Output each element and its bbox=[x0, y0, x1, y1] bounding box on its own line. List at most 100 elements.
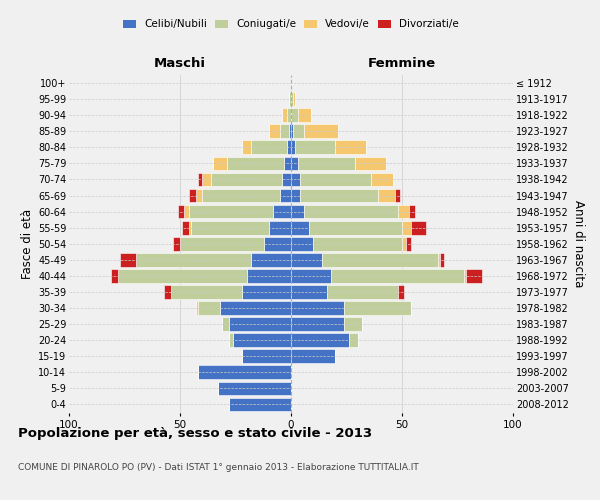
Bar bbox=[280, 188, 291, 202]
Bar bbox=[291, 156, 298, 170]
Text: Maschi: Maschi bbox=[154, 57, 206, 70]
Bar bbox=[189, 188, 196, 202]
Bar bbox=[198, 301, 220, 315]
Text: COMUNE DI PINAROLO PO (PV) - Dati ISTAT 1° gennaio 2013 - Elaborazione TUTTITALI: COMUNE DI PINAROLO PO (PV) - Dati ISTAT … bbox=[18, 462, 419, 471]
Bar bbox=[196, 301, 198, 315]
Bar bbox=[464, 269, 466, 282]
Bar bbox=[402, 221, 411, 234]
Bar bbox=[118, 269, 247, 282]
Bar bbox=[111, 269, 118, 282]
Bar bbox=[222, 318, 229, 331]
Bar bbox=[291, 237, 313, 250]
Bar bbox=[395, 188, 400, 202]
Bar bbox=[289, 124, 291, 138]
Bar bbox=[398, 285, 404, 299]
Bar bbox=[220, 301, 291, 315]
Bar bbox=[466, 269, 482, 282]
Bar bbox=[233, 334, 291, 347]
Bar bbox=[196, 188, 202, 202]
Bar bbox=[191, 221, 269, 234]
Bar bbox=[322, 253, 437, 266]
Bar bbox=[291, 108, 298, 122]
Bar bbox=[189, 221, 191, 234]
Bar bbox=[300, 188, 377, 202]
Bar bbox=[164, 285, 171, 299]
Bar bbox=[229, 398, 291, 411]
Bar bbox=[202, 172, 211, 186]
Bar bbox=[198, 172, 202, 186]
Bar bbox=[291, 269, 331, 282]
Bar bbox=[229, 318, 291, 331]
Bar bbox=[344, 318, 362, 331]
Bar bbox=[251, 253, 291, 266]
Bar bbox=[313, 237, 402, 250]
Bar bbox=[180, 237, 265, 250]
Text: Femmine: Femmine bbox=[368, 57, 436, 70]
Bar bbox=[331, 269, 464, 282]
Bar bbox=[182, 221, 189, 234]
Bar bbox=[298, 108, 311, 122]
Bar bbox=[269, 221, 291, 234]
Legend: Celibi/Nubili, Coniugati/e, Vedovi/e, Divorziati/e: Celibi/Nubili, Coniugati/e, Vedovi/e, Di… bbox=[123, 20, 459, 30]
Bar bbox=[291, 318, 344, 331]
Bar bbox=[309, 221, 402, 234]
Bar bbox=[304, 205, 398, 218]
Bar bbox=[242, 285, 291, 299]
Bar bbox=[178, 205, 184, 218]
Bar bbox=[227, 156, 284, 170]
Bar bbox=[120, 253, 136, 266]
Bar bbox=[189, 205, 273, 218]
Bar bbox=[402, 237, 406, 250]
Bar bbox=[291, 172, 300, 186]
Bar bbox=[291, 301, 344, 315]
Bar bbox=[289, 92, 291, 106]
Bar bbox=[229, 334, 233, 347]
Bar bbox=[300, 172, 371, 186]
Bar bbox=[326, 285, 398, 299]
Bar bbox=[136, 253, 251, 266]
Bar bbox=[184, 205, 189, 218]
Bar bbox=[437, 253, 440, 266]
Y-axis label: Anni di nascita: Anni di nascita bbox=[572, 200, 586, 288]
Bar bbox=[214, 156, 227, 170]
Bar bbox=[377, 188, 395, 202]
Bar bbox=[295, 140, 335, 154]
Bar bbox=[291, 221, 309, 234]
Bar bbox=[398, 205, 409, 218]
Bar bbox=[287, 140, 291, 154]
Bar bbox=[349, 334, 358, 347]
Bar bbox=[291, 188, 300, 202]
Bar bbox=[218, 382, 291, 395]
Bar bbox=[211, 172, 282, 186]
Bar bbox=[409, 205, 415, 218]
Bar bbox=[287, 108, 291, 122]
Bar bbox=[269, 124, 280, 138]
Bar bbox=[335, 140, 367, 154]
Bar bbox=[242, 350, 291, 363]
Bar bbox=[304, 124, 338, 138]
Bar bbox=[247, 269, 291, 282]
Bar bbox=[344, 301, 411, 315]
Bar bbox=[265, 237, 291, 250]
Bar bbox=[291, 92, 293, 106]
Bar bbox=[284, 156, 291, 170]
Bar bbox=[251, 140, 287, 154]
Bar bbox=[173, 237, 180, 250]
Bar bbox=[355, 156, 386, 170]
Bar bbox=[291, 334, 349, 347]
Bar bbox=[273, 205, 291, 218]
Bar bbox=[298, 156, 355, 170]
Bar bbox=[282, 108, 287, 122]
Bar bbox=[440, 253, 444, 266]
Text: Popolazione per età, sesso e stato civile - 2013: Popolazione per età, sesso e stato civil… bbox=[18, 428, 372, 440]
Bar bbox=[242, 140, 251, 154]
Y-axis label: Fasce di età: Fasce di età bbox=[20, 208, 34, 279]
Bar bbox=[291, 285, 326, 299]
Bar bbox=[291, 253, 322, 266]
Bar bbox=[291, 350, 335, 363]
Bar bbox=[293, 92, 295, 106]
Bar bbox=[291, 205, 304, 218]
Bar bbox=[411, 221, 427, 234]
Bar bbox=[291, 140, 295, 154]
Bar bbox=[293, 124, 304, 138]
